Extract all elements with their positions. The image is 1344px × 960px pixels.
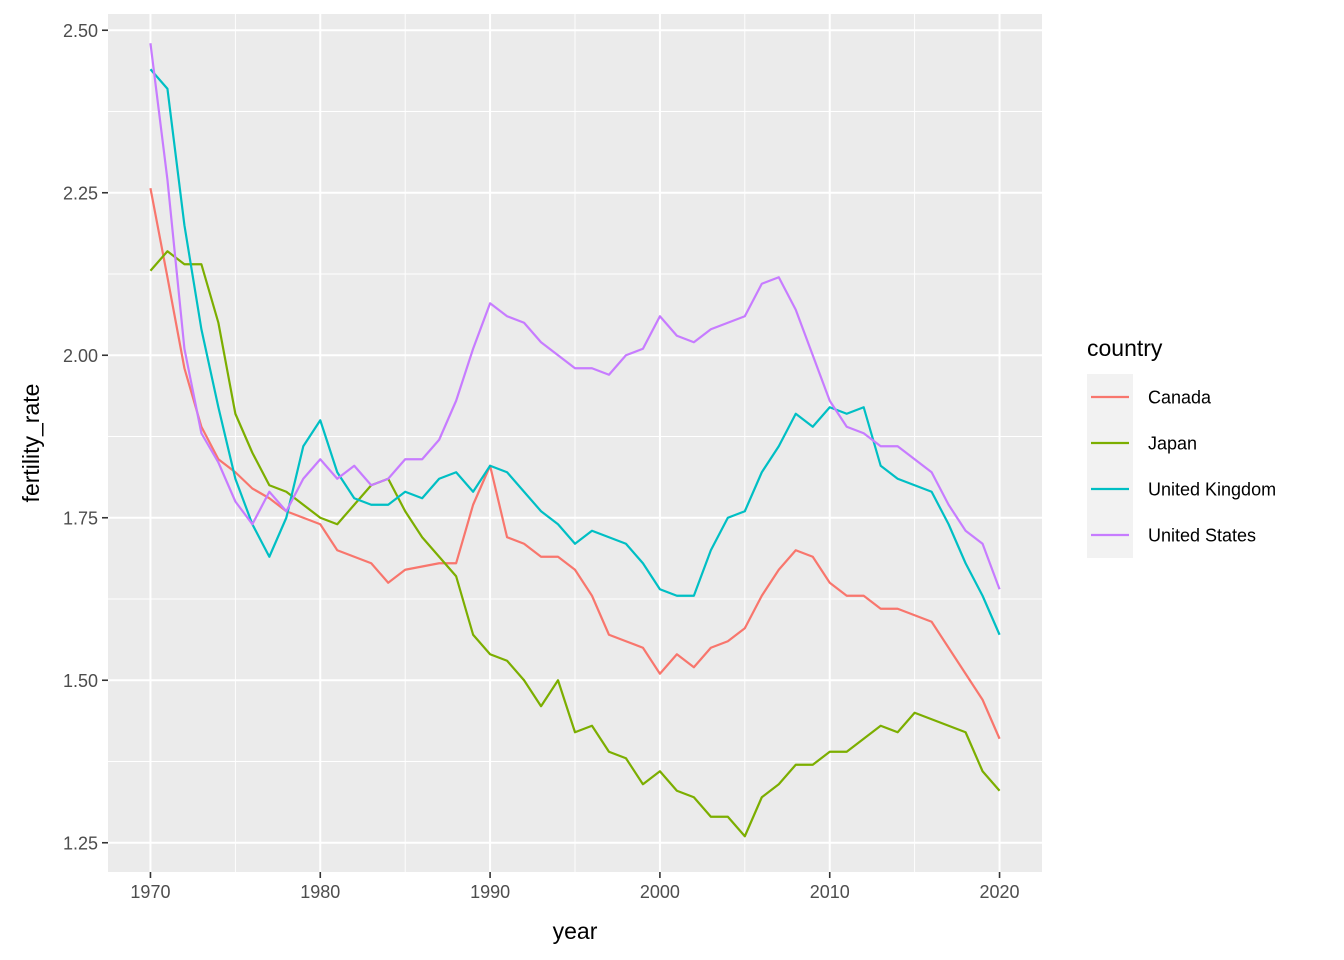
series-line-canada — [149, 187, 1001, 740]
legend-label: United States — [1148, 526, 1256, 546]
series-lines — [149, 43, 1001, 838]
x-axis-title: year — [553, 918, 598, 944]
x-tick-label: 1970 — [130, 882, 170, 902]
legend-key-background — [1087, 374, 1133, 558]
y-tick-label: 2.00 — [63, 346, 98, 366]
legend-item-united-states: United States — [1091, 526, 1256, 546]
y-tick-label: 2.25 — [63, 183, 98, 203]
legend-label: Japan — [1148, 434, 1197, 454]
legend-item-canada: Canada — [1091, 388, 1212, 408]
minor-gridlines — [108, 14, 1042, 872]
y-tick-label: 1.50 — [63, 671, 98, 691]
major-gridlines — [108, 14, 1042, 872]
legend-item-japan: Japan — [1091, 434, 1197, 454]
x-tick-label: 2020 — [980, 882, 1020, 902]
legend-label: Canada — [1148, 388, 1212, 408]
x-tick-label: 2010 — [810, 882, 850, 902]
legend: country Canada Japan United Kingdom United … — [1087, 335, 1276, 558]
y-tick-label: 1.25 — [63, 833, 98, 853]
y-tick-label: 2.50 — [63, 21, 98, 41]
legend-title: country — [1087, 335, 1163, 361]
series-line-united-kingdom — [149, 68, 1001, 636]
legend-item-united-kingdom: United Kingdom — [1091, 480, 1276, 500]
legend-label: United Kingdom — [1148, 480, 1276, 500]
y-axis-title: fertility_rate — [18, 384, 44, 503]
x-axis: 1970 1980 1990 2000 2010 2020 — [130, 872, 1020, 902]
series-line-united-states — [149, 43, 1001, 590]
x-tick-label: 1990 — [470, 882, 510, 902]
y-axis: 1.25 1.50 1.75 2.00 2.25 2.50 — [63, 21, 108, 853]
x-tick-label: 1980 — [300, 882, 340, 902]
x-tick-label: 2000 — [640, 882, 680, 902]
y-tick-label: 1.75 — [63, 508, 98, 528]
